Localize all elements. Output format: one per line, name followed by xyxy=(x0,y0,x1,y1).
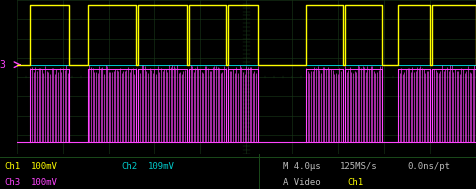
Text: M 4.0μs: M 4.0μs xyxy=(283,162,321,171)
Text: 100mV: 100mV xyxy=(31,162,58,171)
Text: Ch1: Ch1 xyxy=(347,177,364,187)
Text: 109mV: 109mV xyxy=(148,162,174,171)
Text: Ch1: Ch1 xyxy=(5,162,21,171)
Text: Ch3: Ch3 xyxy=(5,177,21,187)
Text: Ch2: Ch2 xyxy=(121,162,138,171)
Text: 0.0ns/pt: 0.0ns/pt xyxy=(407,162,450,171)
Text: 3: 3 xyxy=(0,60,5,70)
Text: A Video: A Video xyxy=(283,177,321,187)
Text: 125MS/s: 125MS/s xyxy=(340,162,378,171)
Text: 100mV: 100mV xyxy=(31,177,58,187)
